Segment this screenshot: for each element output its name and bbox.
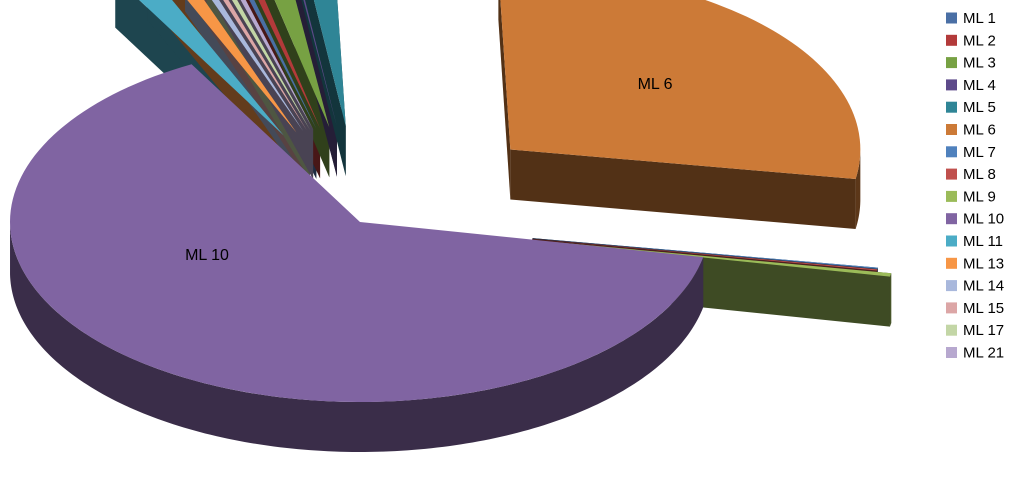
legend-item: ML 17 [946,322,1004,339]
legend-label: ML 1 [963,10,996,27]
legend-label: ML 4 [963,77,996,94]
legend-swatch [946,347,957,358]
legend-swatch [946,280,957,292]
slice-wall [510,149,856,230]
legend-item: ML 8 [946,166,996,183]
legend-item: ML 9 [946,188,996,205]
legend-swatch [946,168,957,180]
legend-item: ML 13 [946,255,1004,272]
legend-label: ML 10 [963,211,1004,228]
legend-swatch [946,146,957,158]
pie-plot-area: ML 6 ML 10 [10,0,892,452]
slice-side [889,273,892,327]
pie-slice-ml-14 [211,0,304,131]
slice-label-ml-6: ML 6 [638,76,673,93]
legend-label: ML 5 [963,99,996,116]
legend-swatch [946,324,957,336]
pie-slice-ml-5 [313,0,346,127]
legend-label: ML 2 [963,32,996,49]
legend-item: ML 21 [946,345,1004,362]
legend-label: ML 17 [963,322,1004,339]
legend-label: ML 9 [963,188,996,205]
pie-slice-ml-3 [274,0,330,128]
legend-item: ML 15 [946,300,1004,317]
legend-item: ML 2 [946,32,996,49]
pie-slice-ml-21 [240,0,314,130]
legend-swatch [946,302,957,314]
slice-side [10,224,704,452]
chart-legend: ML 1 ML 2 ML 3 ML 4 ML 5 ML 6 ML 7 ML 8 ML 9 ML 1… [946,10,1004,362]
legend-label: ML 14 [963,278,1004,295]
legend-item: ML 11 [946,233,1003,250]
legend-swatch [946,190,957,202]
legend-label: ML 13 [963,255,1004,272]
legend-swatch [946,57,957,69]
legend-label: ML 8 [963,166,996,183]
legend-swatch [946,235,957,247]
legend-label: ML 7 [963,144,996,161]
pie-slice-ml-2 [258,0,321,129]
legend-label: ML 21 [963,345,1004,362]
legend-swatch [946,79,957,91]
legend-item: ML 3 [946,55,996,72]
slice-wall [498,0,511,200]
legend-label: ML 3 [963,55,996,72]
legend-item: ML 5 [946,99,996,116]
legend-swatch [946,12,957,24]
legend-item: ML 6 [946,122,996,139]
pie-slice-ml-13 [187,0,297,133]
legend-label: ML 6 [963,122,996,139]
legend-swatch [946,124,957,135]
pie-slice-ml-7 [532,238,878,269]
slice-label-ml-10: ML 10 [185,247,229,264]
pie-slice-ml-10 [10,64,704,403]
legend-item: ML 1 [946,10,996,27]
legend-item: ML 10 [946,211,1004,228]
pie-slice-ml-8 [532,238,878,271]
pie-slice-ml-6 [500,0,861,179]
legend-item: ML 7 [946,144,996,161]
slice-wall [301,0,346,177]
legend-swatch [946,257,957,269]
slice-wall [282,0,330,178]
legend-label: ML 11 [963,233,1003,250]
legend-swatch [946,213,957,225]
legend-item: ML 4 [946,77,996,94]
legend-label: ML 15 [963,300,1004,317]
legend-swatch [946,101,957,113]
slice-side [855,151,861,229]
legend-swatch [946,34,957,46]
legend-item: ML 14 [946,278,1004,295]
